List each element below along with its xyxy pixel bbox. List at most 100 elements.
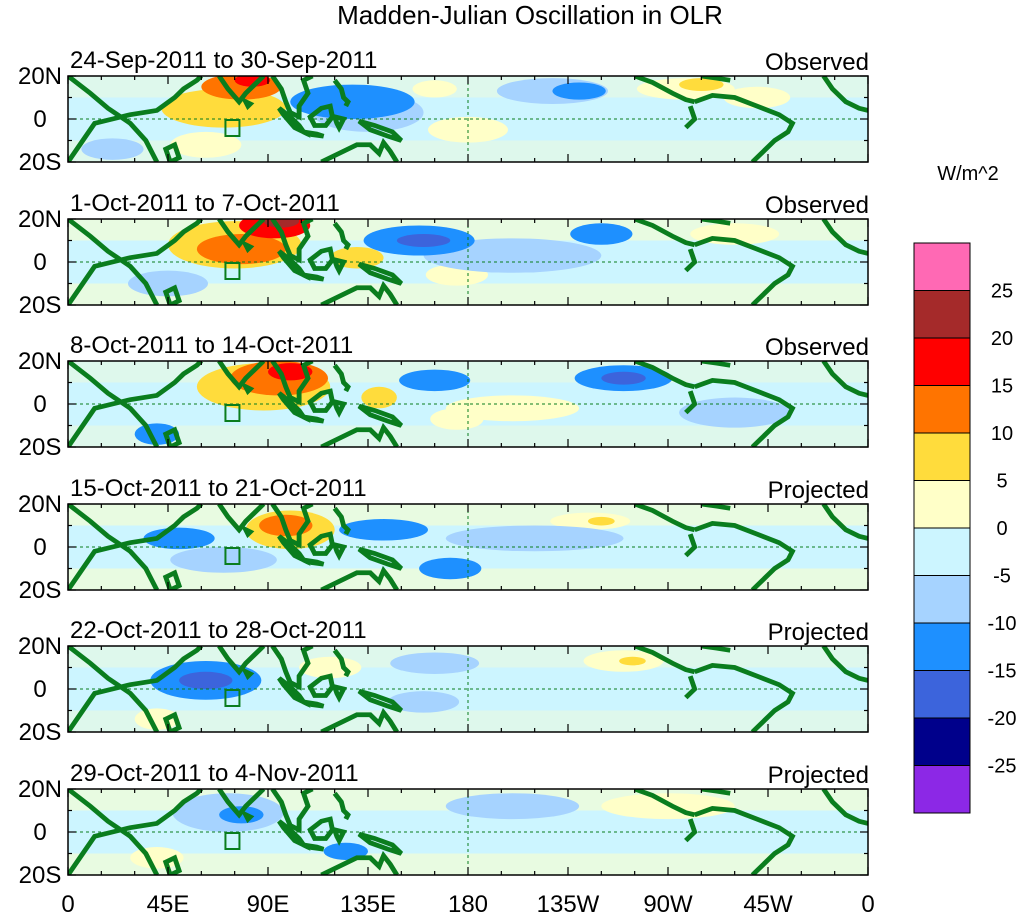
map-panel: 20N 0 20S 15-Oct-2011 to 21-Oct-2011 Project…: [18, 475, 869, 604]
anomaly-contour: [445, 525, 624, 552]
colorbar-tick-label: -10: [988, 613, 1017, 635]
anomaly-contour: [679, 78, 724, 92]
panel-kind-label: Observed: [765, 49, 869, 76]
index-region-box: [224, 119, 241, 137]
index-region-box: [224, 262, 241, 280]
latitude-label: 20N: [18, 633, 62, 660]
panel-kind-label: Projected: [768, 762, 869, 789]
colorbar-swatch: [913, 480, 971, 529]
map-panel: 20N 0 20S 8-Oct-2011 to 14-Oct-2011 Observed: [18, 332, 869, 461]
panel-date-range: 15-Oct-2011 to 21-Oct-2011: [70, 475, 367, 502]
anomaly-contour: [601, 371, 646, 385]
anomaly-contour: [179, 671, 233, 690]
latitude-label: 20N: [18, 491, 62, 518]
panel-date-range: 22-Oct-2011 to 28-Oct-2011: [70, 617, 367, 644]
colorbar-swatch: [913, 527, 971, 576]
colorbar-swatch: [913, 432, 971, 481]
longitude-label: 0: [861, 891, 874, 918]
colorbar-tick-label: 15: [991, 376, 1013, 398]
colorbar-tick-label: 20: [991, 328, 1013, 350]
latitude-label: 20N: [18, 63, 62, 90]
anomaly-contour: [396, 234, 451, 247]
index-region-box: [224, 404, 241, 422]
colorbar-swatch: [913, 242, 971, 291]
colorbar-tick-label: -20: [988, 708, 1017, 730]
colorbar-tick-label: 25: [991, 281, 1013, 303]
index-region-box: [224, 689, 241, 707]
colorbar-swatch: [913, 717, 971, 766]
anomaly-contour: [196, 234, 286, 265]
latitude-label: 20S: [19, 862, 62, 889]
colorbar-boxes: [913, 242, 971, 814]
map-panel: 20N 0 20S 22-Oct-2011 to 28-Oct-2011 Project…: [18, 617, 869, 746]
figure-title: Madden-Julian Oscillation in OLR: [337, 0, 723, 30]
anomaly-contour: [679, 397, 791, 428]
index-region-box: [224, 832, 241, 850]
index-region-box: [224, 547, 241, 565]
panel-date-range: 8-Oct-2011 to 14-Oct-2011: [70, 332, 353, 359]
longitude-label: 135E: [340, 891, 396, 918]
colorbar-tick-label: 10: [991, 423, 1013, 445]
latitude-label: 20N: [18, 348, 62, 375]
panel-kind-label: Observed: [765, 192, 869, 219]
latitude-label: 20S: [19, 577, 62, 604]
longitude-labels: 0 45E 90E 135E 180 135W 90W 45W 0: [61, 891, 874, 918]
longitude-label: 0: [61, 891, 74, 918]
longitude-label: 180: [448, 891, 488, 918]
map-panel: 20N 0 20S 24-Sep-2011 to 30-Sep-2011 Observe…: [18, 47, 869, 176]
colorbar-tick-label: -15: [988, 661, 1017, 683]
latitude-label: 20N: [18, 776, 62, 803]
colorbar-unit-label: W/m^2: [937, 163, 999, 185]
anomaly-contour: [552, 82, 606, 100]
latitude-label: 20S: [19, 149, 62, 176]
panel-date-range: 1-Oct-2011 to 7-Oct-2011: [70, 190, 340, 217]
anomaly-contour: [134, 423, 180, 445]
colorbar: W/m^2 25 20 15 10 5 0 -5 -10 -15 -20 -25: [913, 163, 1017, 814]
colorbar-swatch: [913, 765, 971, 814]
latitude-label: 0: [33, 106, 46, 133]
colorbar-tick-labels: 25 20 15 10 5 0 -5 -10 -15 -20 -25: [988, 281, 1017, 778]
anomaly-contour: [134, 708, 180, 730]
anomaly-contour: [361, 386, 397, 409]
colorbar-swatch: [913, 337, 971, 386]
colorbar-swatch: [913, 670, 971, 719]
latitude-label: 20N: [18, 206, 62, 233]
panel-date-range: 29-Oct-2011 to 4-Nov-2011: [70, 760, 359, 787]
colorbar-tick-label: -25: [988, 756, 1017, 778]
anomaly-contour: [445, 395, 580, 422]
latitude-label: 20S: [19, 434, 62, 461]
anomaly-contour: [339, 519, 428, 541]
latitude-label: 0: [33, 676, 46, 703]
latitude-label: 0: [33, 534, 46, 561]
panels: 20N 0 20S 24-Sep-2011 to 30-Sep-2011 Observe…: [18, 47, 869, 889]
anomaly-contour: [412, 80, 457, 98]
latitude-label: 20S: [19, 719, 62, 746]
longitude-label: 90W: [643, 891, 693, 918]
longitude-label: 135W: [537, 891, 600, 918]
panel-kind-label: Observed: [765, 334, 869, 361]
colorbar-swatch: [913, 575, 971, 624]
map-panel: 20N 0 20S 1-Oct-2011 to 7-Oct-2011 Observed: [18, 190, 869, 319]
longitude-label: 45E: [147, 891, 190, 918]
anomaly-contour: [419, 557, 482, 580]
colorbar-tick-label: 0: [996, 518, 1007, 540]
colorbar-swatch: [913, 290, 971, 339]
latitude-label: 20S: [19, 292, 62, 319]
panel-date-range: 24-Sep-2011 to 30-Sep-2011: [70, 47, 377, 74]
anomaly-contour: [81, 138, 144, 160]
colorbar-tick-label: -5: [993, 566, 1011, 588]
anomaly-contour: [390, 652, 480, 674]
panel-kind-label: Projected: [768, 619, 869, 646]
anomaly-contour: [723, 86, 791, 109]
colorbar-tick-label: 5: [996, 471, 1007, 493]
latitude-label: 0: [33, 249, 46, 276]
anomaly-contour: [619, 656, 646, 666]
longitude-label: 90E: [247, 891, 290, 918]
colorbar-swatch: [913, 622, 971, 671]
anomaly-contour: [388, 691, 460, 713]
anomaly-contour: [170, 131, 242, 158]
anomaly-contour: [170, 547, 277, 573]
anomaly-contour: [570, 223, 633, 245]
map-panel: 20N 0 20S 29-Oct-2011 to 4-Nov-2011 Projecte…: [18, 760, 869, 889]
